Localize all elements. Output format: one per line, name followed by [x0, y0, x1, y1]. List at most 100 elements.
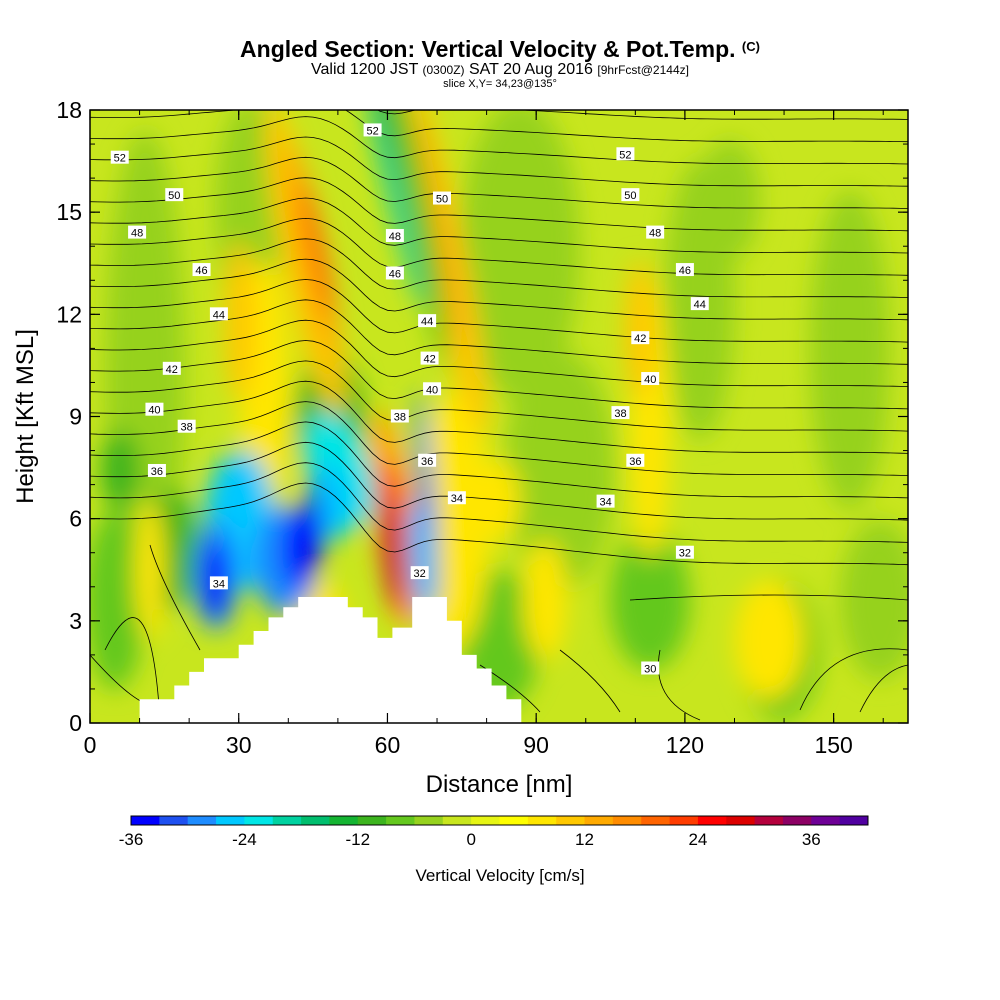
colorbar-swatch: [357, 816, 387, 825]
contour-label: 40: [644, 374, 656, 386]
contour-label-bg: [110, 150, 129, 164]
colorbar-swatch: [641, 816, 671, 825]
contour-label: 50: [168, 190, 180, 202]
contour-label-bg: [447, 491, 466, 505]
colorbar-swatch: [471, 816, 500, 825]
colorbar-tick-label: -24: [232, 830, 257, 849]
contour-label: 38: [181, 422, 193, 434]
theta-contour: [90, 401, 908, 476]
contour-label: 30: [644, 664, 656, 676]
x-tick-label: 150: [814, 732, 852, 758]
colorbar-swatch: [697, 816, 727, 825]
theta-contour: [90, 35, 908, 75]
contour-label: 52: [619, 149, 631, 161]
y-tick-label: 6: [69, 506, 82, 532]
contour-label-bg: [209, 307, 228, 321]
contour-label: 46: [195, 265, 207, 277]
x-tick-label: 60: [375, 732, 401, 758]
contour-label: 32: [414, 568, 426, 580]
y-tick-label: 3: [69, 608, 82, 634]
field-plume: [391, 110, 449, 368]
field-blob: [625, 260, 655, 400]
theta-contour: [90, 258, 908, 321]
contour-label: 44: [694, 299, 706, 311]
contour-label: 38: [614, 408, 626, 420]
potential-temperature-contours: [90, 0, 908, 721]
colorbar-swatch: [726, 816, 756, 825]
y-tick-label: 18: [56, 97, 82, 123]
contour-label: 32: [679, 548, 691, 560]
contour-label-bg: [410, 566, 429, 580]
contour-label-bg: [646, 225, 665, 239]
colorbar-swatch: [414, 816, 444, 825]
colorbar-swatch: [527, 816, 557, 825]
contour-label: 48: [649, 228, 661, 240]
colorbar-tick-label: 12: [575, 830, 594, 849]
chart-title-main: Angled Section: Vertical Velocity & Pot.…: [240, 36, 736, 62]
colorbar-tick-label: -12: [346, 830, 371, 849]
contour-label-bg: [209, 576, 228, 590]
contour-label: 42: [423, 354, 435, 366]
theta-contour: [149, 544, 201, 651]
field-blob: [100, 430, 140, 510]
contour-label: 36: [421, 456, 433, 468]
chart-subtitle: Valid 1200 JST (0300Z) SAT 20 Aug 2016 […: [0, 61, 1000, 79]
field-blob: [735, 580, 805, 700]
contour-label-bg: [420, 351, 439, 365]
contour-label: 42: [634, 333, 646, 345]
contour-label: 34: [599, 497, 611, 509]
y-tick-label: 15: [56, 199, 82, 225]
contour-label-bg: [177, 419, 196, 433]
theta-contour: [90, 56, 908, 98]
colorbar-swatch: [612, 816, 642, 825]
field-blob: [840, 520, 908, 680]
theta-contour: [90, 421, 908, 499]
theta-contour: [90, 15, 908, 53]
theta-contour: [629, 594, 908, 601]
contour-label-bg: [641, 372, 660, 386]
colorbar-swatch: [499, 816, 529, 825]
contour-label-bg: [390, 409, 409, 423]
theta-contour: [90, 177, 908, 232]
contour-label-bg: [626, 453, 645, 467]
colorbar-swatch: [556, 816, 586, 825]
colorbar-swatch: [159, 816, 189, 825]
contour-label-bg: [423, 382, 442, 396]
theta-contour: [90, 0, 908, 30]
field-plume: [299, 181, 333, 319]
contour-label: 44: [421, 316, 433, 328]
colorbar-swatch: [442, 816, 472, 825]
contour-label: 42: [166, 364, 178, 376]
contour-label-bg: [596, 494, 615, 508]
colorbar-swatch: [811, 816, 841, 825]
colorbar-frame: [130, 815, 869, 826]
chart-title-tag: (C): [741, 39, 760, 54]
colorbar-tick-label: 24: [688, 830, 707, 849]
contour-label-bg: [675, 263, 694, 277]
colorbar-swatch: [301, 816, 330, 825]
field-blob: [610, 530, 690, 670]
contour-label-bg: [611, 406, 630, 420]
contour-label: 50: [436, 194, 448, 206]
theta-contour: [90, 340, 908, 410]
y-tick-label: 0: [69, 710, 82, 736]
contour-label: 40: [148, 405, 160, 417]
theta-contour: [90, 136, 908, 187]
theta-contour: [90, 482, 908, 566]
contour-label: 48: [131, 228, 143, 240]
colorbar-swatch: [839, 816, 869, 825]
terrain-mask: [90, 597, 908, 723]
colorbar-swatch: [131, 816, 160, 825]
colorbar-swatch: [669, 816, 699, 825]
contour-label-bg: [621, 188, 640, 202]
theta-contour: [90, 279, 908, 343]
contour-label-bg: [192, 263, 211, 277]
chart-title: Angled Section: Vertical Velocity & Pot.…: [0, 36, 1000, 63]
contour-label: 36: [151, 466, 163, 478]
vertical-velocity-field: [90, 110, 908, 723]
field-blob: [523, 540, 567, 660]
contour-label: 34: [451, 493, 463, 505]
contour-label-bg: [432, 191, 451, 205]
